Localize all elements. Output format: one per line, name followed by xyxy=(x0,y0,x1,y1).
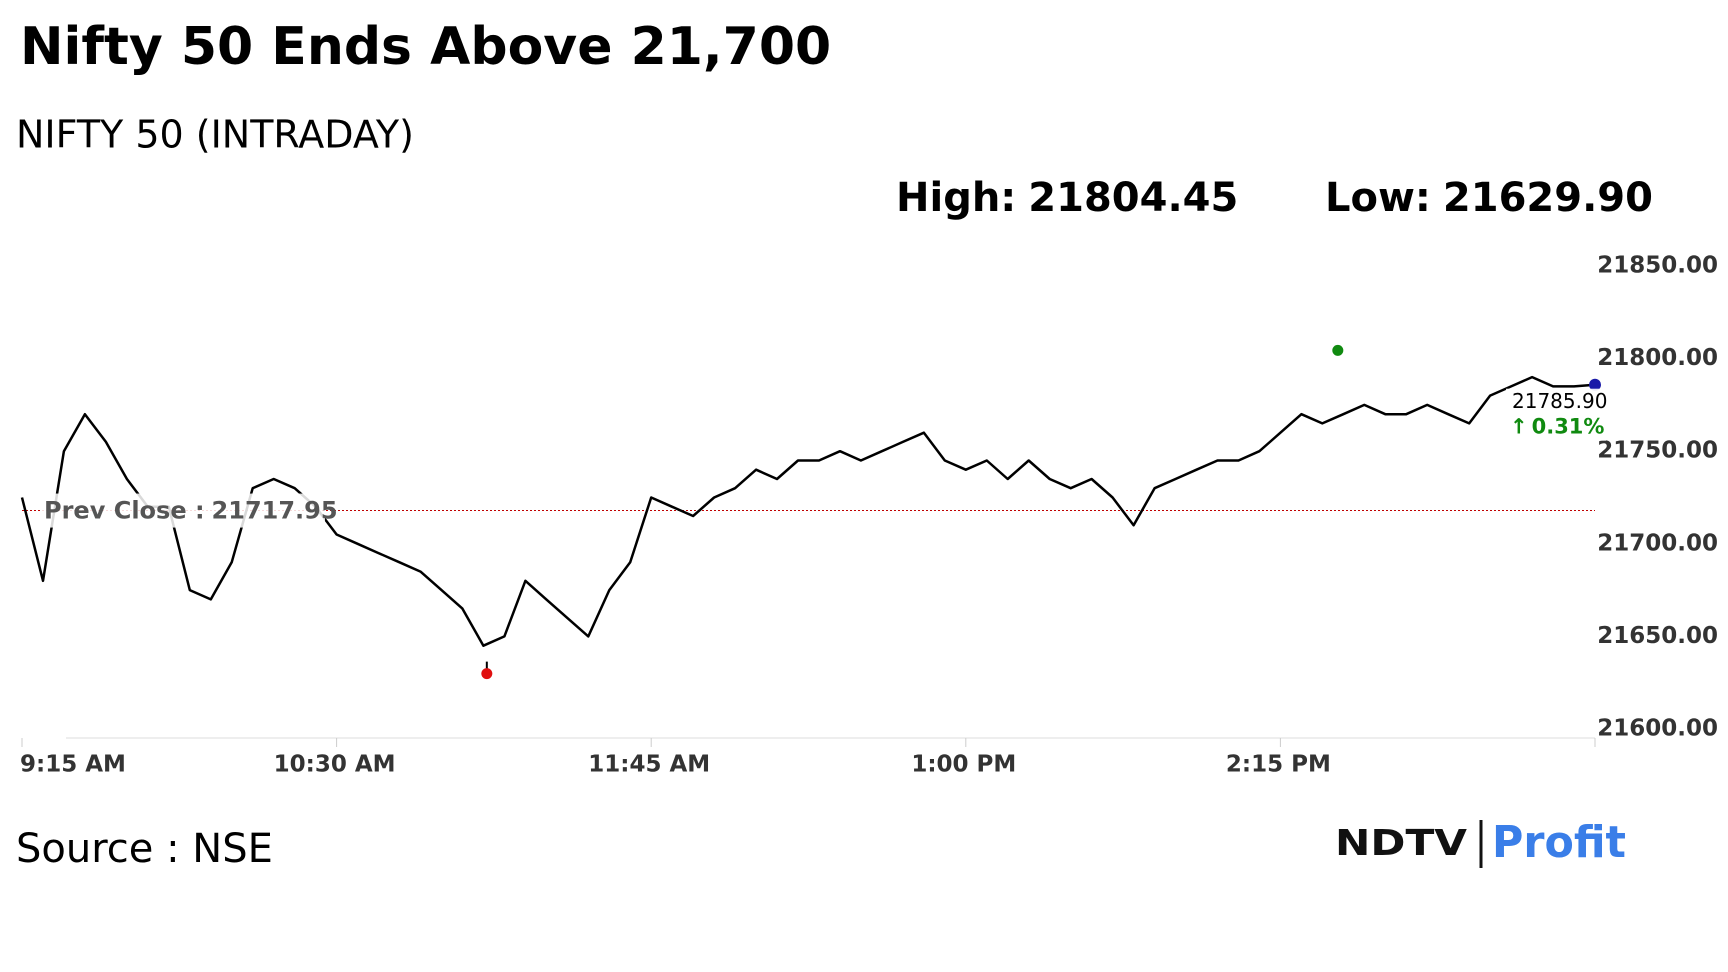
low-marker xyxy=(481,668,493,680)
prev-close-label: Prev Close :21717.95 xyxy=(44,497,338,525)
low-title: Low: xyxy=(1325,175,1431,221)
x-tick-label: 11:45 AM xyxy=(588,752,710,778)
high-value: 21804.45 xyxy=(1028,175,1238,221)
y-tick-label: 21850.00 xyxy=(1597,253,1718,279)
prev-close-title: Prev Close : xyxy=(44,497,205,525)
x-tick-label: 10:30 AM xyxy=(274,752,396,778)
prev-close-value: 21717.95 xyxy=(212,497,338,525)
source: Source : NSE xyxy=(16,826,273,872)
y-tick-label: 21600.00 xyxy=(1597,716,1718,742)
y-tick-label: 21750.00 xyxy=(1597,438,1718,464)
chart-title: Nifty 50 Ends Above 21,700 xyxy=(20,17,831,77)
low-label: Low: 21629.90 xyxy=(1325,175,1653,221)
logo-ndtv: NDTV xyxy=(1335,823,1467,864)
x-tick-label: 9:15 AM xyxy=(20,752,126,778)
price-line xyxy=(20,375,1596,647)
last-marker xyxy=(1589,378,1601,391)
last-label: 21785.90 xyxy=(1512,389,1607,413)
prev-close-label-bg xyxy=(40,493,325,528)
x-tick-label: 2:15 PM xyxy=(1226,752,1331,778)
change-arrow: ↑ xyxy=(1510,415,1528,439)
y-tick-label: 21700.00 xyxy=(1597,530,1718,556)
change-label: ↑ 0.31% xyxy=(1510,415,1604,439)
last-label-bg xyxy=(1506,388,1606,441)
y-tick-label: 21800.00 xyxy=(1597,345,1718,371)
logo-profit: Profit xyxy=(1492,817,1626,868)
y-tick-label: 21650.00 xyxy=(1597,623,1718,649)
high-title: High: xyxy=(896,175,1016,221)
low-value: 21629.90 xyxy=(1443,175,1653,221)
high-marker xyxy=(1332,344,1344,356)
chart-subtitle: NIFTY 50 (INTRADAY) xyxy=(16,113,414,157)
x-tick-label: 1:00 PM xyxy=(911,752,1016,778)
change-value: 0.31% xyxy=(1532,415,1605,439)
high-label: High: 21804.45 xyxy=(896,175,1238,221)
